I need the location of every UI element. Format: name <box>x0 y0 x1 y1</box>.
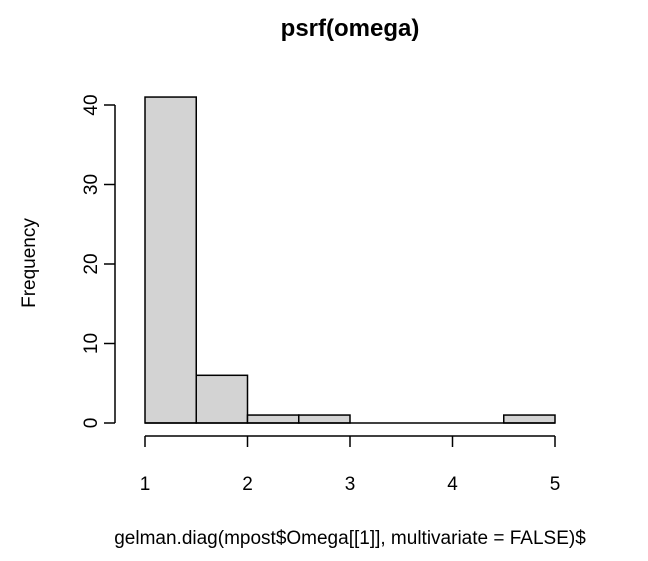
histogram-bar-1 <box>195 374 249 424</box>
x-axis-label: gelman.diag(mpost$Omega[[1]], multivaria… <box>114 528 586 549</box>
y-tick-label-0: 0 <box>81 418 102 429</box>
x-axis: 1 2 3 4 5 <box>140 435 561 495</box>
bars-group <box>144 96 556 424</box>
x-tick-label-1: 1 <box>140 474 151 495</box>
y-tick-label-40: 40 <box>81 94 102 115</box>
y-tick-label-20: 20 <box>81 253 102 274</box>
y-axis: 0 10 20 30 40 <box>81 94 116 429</box>
histogram-bar-3 <box>298 414 351 424</box>
histogram-bar-7 <box>503 414 556 424</box>
chart-title: psrf(omega) <box>281 15 420 42</box>
x-tick-label-4: 4 <box>447 474 458 495</box>
x-tick-label-5: 5 <box>550 474 561 495</box>
histogram-bar-2 <box>246 414 300 424</box>
x-tick-label-2: 2 <box>242 474 253 495</box>
y-tick-label-10: 10 <box>81 333 102 354</box>
x-tick-label-3: 3 <box>345 474 356 495</box>
y-tick-label-30: 30 <box>81 174 102 195</box>
histogram-bar-0 <box>144 96 197 424</box>
y-axis-label: Frequency <box>19 218 40 308</box>
